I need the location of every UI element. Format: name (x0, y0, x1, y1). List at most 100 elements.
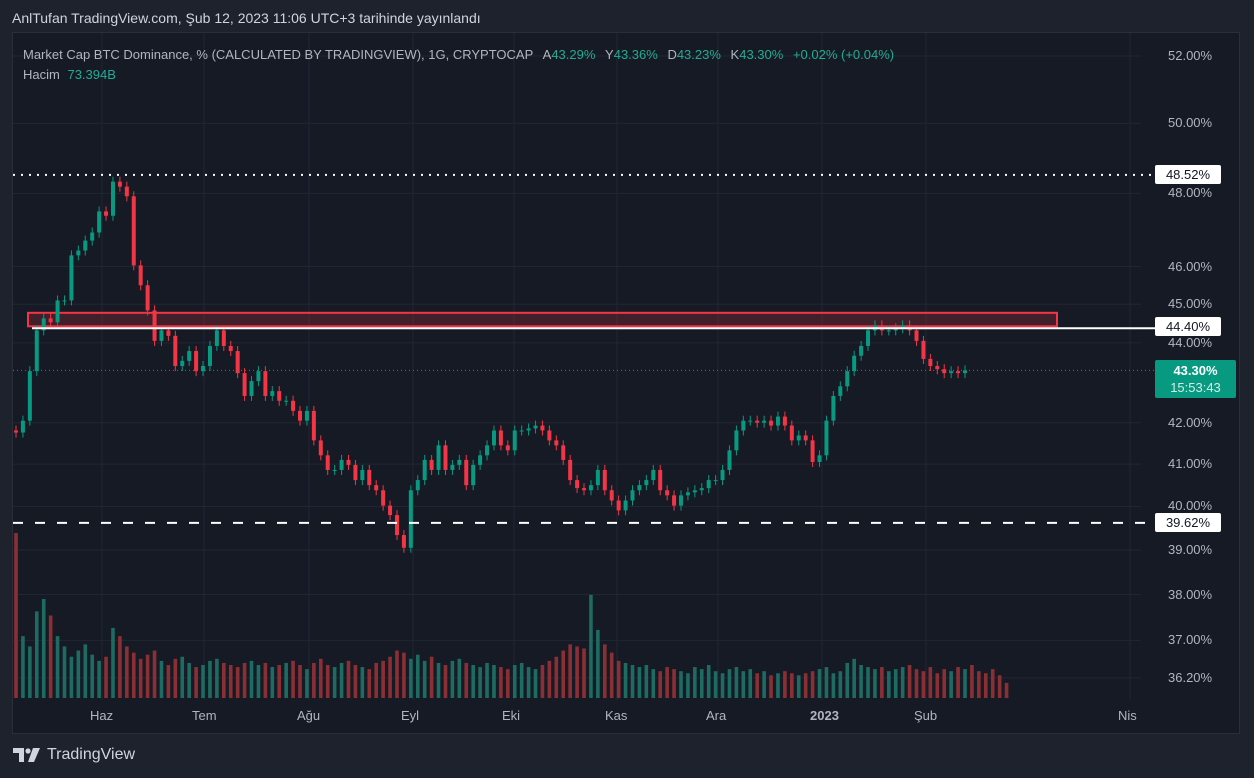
volume-bar (817, 669, 822, 698)
candle-body (436, 445, 441, 470)
volume-bar (222, 662, 226, 698)
candle-body (367, 469, 372, 486)
volume-bar (69, 656, 74, 698)
volume-bar (277, 665, 282, 698)
candle-body (110, 181, 115, 216)
volume-bar (838, 671, 843, 698)
volume-bar (55, 636, 60, 698)
candle-body (228, 345, 233, 352)
volume-bar (152, 650, 157, 698)
price-tick-label: 39.00% (1168, 541, 1213, 557)
price-tick-label: 44.00% (1168, 334, 1213, 350)
volume-bar (28, 646, 32, 698)
time-tick-label: Ara (706, 708, 727, 723)
price-tick-label: 50.00% (1168, 115, 1213, 131)
candle-body (886, 330, 891, 332)
candle-body (76, 250, 81, 256)
volume-bar (616, 660, 621, 698)
volume-bar (672, 669, 676, 698)
candle-body (346, 459, 351, 465)
volume-bar (880, 667, 884, 698)
volume-bar (228, 665, 233, 698)
candle-body (401, 535, 406, 548)
time-tick-label: Nis (1118, 708, 1137, 723)
candle-body (173, 335, 178, 367)
brand-name: TradingView (47, 746, 136, 763)
volume-bar (499, 667, 503, 698)
volume-bar (346, 660, 351, 698)
volume-bar (602, 644, 607, 698)
volume-bar (21, 636, 25, 698)
volume-bar (270, 667, 275, 698)
volume-bar (138, 658, 143, 698)
candle-body (187, 351, 192, 361)
price-tick-label: 52.00% (1168, 48, 1213, 63)
volume-bar (325, 665, 330, 698)
candle-body (575, 480, 580, 489)
volume-bar (83, 644, 88, 698)
low-label: D (667, 47, 677, 62)
bar-countdown: 15:53:43 (1170, 380, 1221, 395)
volume-bar (62, 646, 67, 698)
volume-bar (34, 611, 39, 698)
volume-bar (762, 671, 766, 698)
volume-bar (381, 660, 385, 698)
volume-bar (208, 660, 212, 698)
candle-body (512, 430, 517, 451)
tradingview-logo[interactable]: TradingView (13, 746, 135, 764)
volume-bar (983, 673, 988, 698)
candle-body (734, 430, 739, 451)
volume-bar (997, 675, 1002, 698)
candle-body (27, 371, 32, 421)
candle-body (394, 515, 399, 536)
volume-bar (893, 669, 898, 698)
candle-body (20, 420, 25, 433)
candle-body (852, 355, 857, 372)
volume-bar (713, 671, 718, 698)
candle-body (311, 410, 316, 441)
candle-body (519, 430, 524, 432)
candle-body (491, 430, 496, 446)
symbol-title[interactable]: Market Cap BTC Dominance, % (CALCULATED … (23, 47, 534, 62)
candle-body (644, 480, 649, 486)
volume-bar (395, 650, 399, 698)
candle-body (672, 495, 677, 506)
volume-bar (637, 667, 642, 698)
volume-bar (1004, 682, 1009, 698)
candle-body (131, 196, 136, 266)
chart-pane[interactable] (12, 32, 1240, 734)
volume-bar (249, 660, 254, 698)
volume-bar (318, 658, 323, 698)
volume-label[interactable]: Hacim (23, 67, 60, 82)
volume-bar (956, 667, 960, 698)
price-tick-label: 45.00% (1168, 296, 1213, 312)
volume-bar (194, 667, 198, 698)
volume-bar (596, 629, 600, 698)
volume-bar (699, 669, 704, 698)
candle-body (408, 490, 413, 548)
volume-bar (90, 654, 94, 698)
close-value: 43.30% (739, 47, 784, 62)
volume-bar (402, 652, 406, 698)
candle-body (443, 445, 448, 470)
volume-bar (104, 656, 108, 698)
volume-bar (97, 660, 101, 698)
close-label: K (730, 47, 740, 62)
high-label: Y (605, 47, 614, 62)
candle-body (789, 425, 794, 441)
time-tick-label: Ağu (297, 708, 321, 723)
candle-body (464, 459, 469, 486)
candle-body (831, 395, 836, 421)
candle-body (859, 345, 864, 356)
volume-bar (242, 662, 247, 698)
volume-bar (485, 662, 489, 698)
candle-body (893, 328, 898, 331)
volume-bar (48, 615, 53, 698)
price-tick-label: 48.00% (1168, 185, 1213, 201)
volume-bar (367, 669, 372, 698)
volume-bar (831, 673, 836, 698)
volume-bar (388, 656, 392, 698)
candle-body (270, 391, 275, 396)
candle-body (256, 371, 261, 382)
